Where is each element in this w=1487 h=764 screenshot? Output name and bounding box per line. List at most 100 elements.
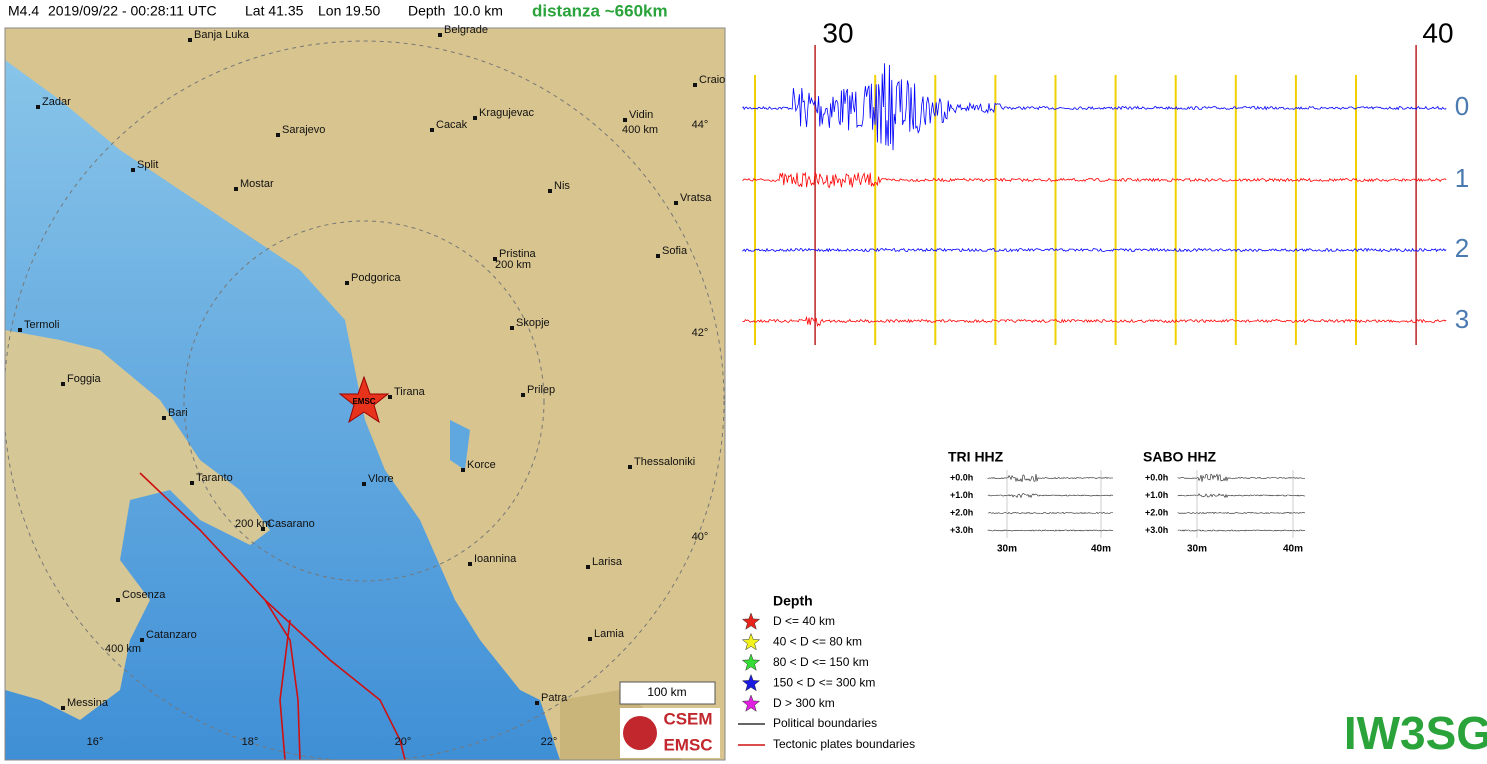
minute-label: 40	[1422, 17, 1453, 48]
epicenter-label: EMSC	[352, 397, 375, 406]
city-label: Vratsa	[680, 192, 712, 204]
city-marker	[628, 465, 632, 469]
city-marker	[493, 257, 497, 261]
longitude-label: 16°	[87, 736, 104, 748]
minute-label: 40m	[1283, 544, 1303, 555]
city-label: Nis	[554, 180, 570, 192]
legend-star	[741, 612, 761, 630]
city-label: Catanzaro	[146, 629, 197, 641]
magnitude: M4.4	[8, 3, 39, 19]
legend-item: Tectonic plates boundaries	[773, 737, 915, 751]
city-label: Cacak	[436, 119, 468, 131]
city-label: Vidin	[629, 109, 653, 121]
minute-label: 30	[822, 17, 853, 48]
station-name: TRI HHZ	[948, 449, 1004, 465]
datetime: 2019/09/22 - 00:28:11 UTC	[48, 3, 217, 19]
mini-trace	[1177, 493, 1306, 499]
city-label: Larisa	[592, 556, 623, 568]
city-marker	[234, 187, 238, 191]
city-marker	[36, 105, 40, 109]
city-label: Bari	[168, 407, 188, 419]
city-marker	[468, 562, 472, 566]
minute-label: 40m	[1091, 544, 1111, 555]
city-marker	[586, 565, 590, 569]
ring-label: 200 km	[495, 259, 531, 271]
legend-item: 80 < D <= 150 km	[773, 655, 869, 669]
city-label: Vlore	[368, 473, 394, 485]
mini-trace	[1177, 511, 1306, 515]
city-label: Podgorica	[351, 272, 401, 284]
city-label: Sarajevo	[282, 124, 325, 136]
trace	[742, 63, 1447, 151]
mini-trace	[1177, 529, 1306, 532]
city-label: Ioannina	[474, 553, 517, 565]
city-label: Thessaloniki	[634, 456, 695, 468]
mini-trace	[987, 493, 1114, 499]
city-marker	[140, 638, 144, 642]
city-marker	[162, 416, 166, 420]
city-marker	[461, 468, 465, 472]
longitude-label: 20°	[395, 736, 412, 748]
callsign: IW3SGT	[1344, 707, 1487, 759]
city-marker	[61, 382, 65, 386]
ring-label: 400 km	[105, 643, 141, 655]
city-marker	[388, 395, 392, 399]
city-marker	[276, 133, 280, 137]
trace	[742, 315, 1447, 327]
city-marker	[623, 118, 627, 122]
city-marker	[510, 326, 514, 330]
city-marker	[61, 706, 65, 710]
longitude-label: 18°	[242, 736, 259, 748]
legend-star	[741, 673, 761, 692]
city-label: Craio	[699, 74, 725, 86]
offset-label: +2.0h	[1145, 507, 1168, 517]
legend-item: 150 < D <= 300 km	[773, 676, 875, 690]
city-marker	[190, 481, 194, 485]
city-marker	[430, 128, 434, 132]
city-marker	[548, 189, 552, 193]
offset-label: +3.0h	[1145, 525, 1168, 535]
city-label: Prilep	[527, 384, 555, 396]
city-label: Split	[137, 159, 158, 171]
city-label: Messina	[67, 697, 109, 709]
mini-trace	[987, 473, 1114, 483]
city-label: Lamia	[594, 628, 625, 640]
city-label: Belgrade	[444, 24, 488, 36]
trace	[742, 247, 1447, 253]
legend-item: D <= 40 km	[773, 614, 835, 628]
trace-label: 2	[1455, 233, 1469, 263]
city-marker	[261, 527, 265, 531]
city-label: Korce	[467, 459, 496, 471]
mini-trace	[987, 529, 1114, 532]
city-marker	[656, 254, 660, 258]
offset-label: +0.0h	[950, 472, 973, 482]
legend-item: Political boundaries	[773, 716, 877, 730]
longitude-label: 22°	[541, 736, 558, 748]
offset-label: +2.0h	[950, 507, 973, 517]
city-marker	[674, 201, 678, 205]
legend-star	[741, 653, 761, 671]
latitude-label: 40°	[692, 531, 709, 543]
trace-label: 3	[1455, 304, 1469, 334]
city-label: Casarano	[267, 518, 315, 530]
city-label: Pristina	[499, 248, 537, 260]
legend-item: 40 < D <= 80 km	[773, 635, 862, 649]
depth: Depth 10.0 km	[408, 3, 503, 19]
city-marker	[188, 38, 192, 42]
ring-label: 200 km	[235, 518, 271, 530]
city-label: Taranto	[196, 472, 233, 484]
city-marker	[362, 482, 366, 486]
lon: Lon 19.50	[318, 3, 380, 19]
offset-label: +0.0h	[1145, 472, 1168, 482]
trace-label: 1	[1455, 163, 1469, 193]
city-label: Patra	[541, 692, 568, 704]
city-label: Termoli	[24, 319, 59, 331]
city-label: Cosenza	[122, 589, 166, 601]
offset-label: +3.0h	[950, 525, 973, 535]
city-marker	[116, 598, 120, 602]
mini-trace	[1177, 473, 1306, 482]
city-label: Foggia	[67, 373, 102, 385]
city-label: Banja Luka	[194, 29, 250, 41]
legend-item: D > 300 km	[773, 696, 835, 710]
